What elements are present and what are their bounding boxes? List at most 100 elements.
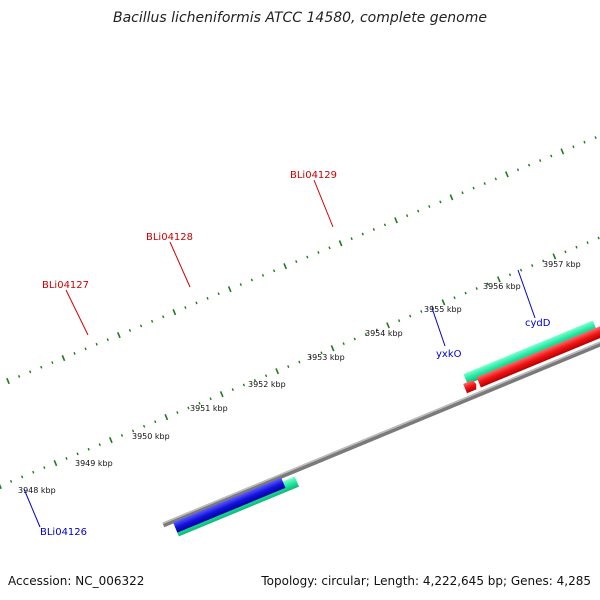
gene-block-green-large (463, 320, 598, 385)
gene-label-bli04129: BLi04129 (290, 170, 337, 181)
minor-tick (317, 250, 320, 254)
major-tick (116, 332, 121, 339)
major-tick (275, 368, 280, 375)
minor-tick (239, 283, 242, 286)
minor-tick (320, 351, 323, 355)
minor-tick (261, 273, 265, 277)
minor-tick (372, 228, 375, 231)
genome-backbone (162, 178, 600, 528)
gene-label-bli04128: BLi04128 (146, 232, 193, 243)
minor-tick (162, 315, 165, 319)
minor-tick (461, 191, 464, 195)
minor-tick (187, 406, 190, 410)
scale-labels: 3948 kbp 3949 kbp 3950 kbp 3951 kbp 3952… (18, 260, 581, 495)
scale-tick-label: 3956 kbp (483, 282, 521, 291)
minor-tick (431, 305, 434, 309)
major-tick (108, 437, 113, 444)
minor-tick (342, 342, 345, 346)
minor-tick (309, 355, 312, 359)
accession-text: Accession: NC_006322 (8, 574, 144, 588)
leader-line-yxko (431, 307, 446, 347)
major-tick (227, 286, 232, 293)
minor-tick (439, 200, 442, 204)
minor-tick (516, 168, 520, 172)
minor-tick (73, 352, 76, 355)
major-tick (386, 322, 390, 329)
minor-tick (143, 424, 146, 428)
minor-tick (464, 291, 467, 295)
minor-tick (32, 470, 35, 474)
scale-tick-label: 3955 kbp (424, 305, 462, 314)
minor-tick (95, 342, 98, 346)
scale-tick-label: 3949 kbp (75, 459, 113, 468)
major-tick (505, 171, 509, 178)
minor-tick (417, 209, 420, 213)
minor-tick (21, 475, 24, 479)
minor-tick (575, 245, 578, 249)
genome-summary-text: Topology: circular; Length: 4,222,645 bp… (260, 574, 591, 588)
gene-leader-lines (23, 179, 536, 528)
minor-tick (176, 411, 179, 414)
minor-tick (508, 273, 512, 277)
minor-tick (139, 324, 143, 328)
minor-tick (420, 310, 423, 313)
gene-label-bli04126: BLi04126 (40, 527, 87, 538)
minor-tick (43, 466, 46, 470)
minor-tick (428, 205, 431, 208)
minor-tick (586, 241, 589, 245)
minor-tick (272, 269, 276, 273)
minor-tick (597, 236, 600, 240)
major-tick (61, 354, 66, 362)
scale-tick-label: 3951 kbp (190, 404, 228, 413)
minor-tick (131, 429, 135, 433)
scale-tick-label: 3953 kbp (307, 353, 345, 362)
minor-tick (306, 255, 309, 259)
map-title: Bacillus licheniformis ATCC 14580, compl… (113, 10, 487, 26)
minor-tick (550, 154, 553, 158)
minor-tick (128, 329, 132, 332)
minor-tick (217, 292, 220, 296)
major-tick (53, 459, 58, 467)
minor-tick (250, 278, 254, 282)
minor-tick (154, 420, 157, 424)
minor-tick (295, 260, 298, 264)
minor-tick (40, 365, 43, 369)
minor-tick (542, 259, 545, 263)
minor-tick (287, 365, 290, 369)
major-tick (330, 345, 335, 352)
minor-tick (453, 296, 456, 300)
gene-arrow-red-small (463, 380, 477, 394)
gene-labels: BLi04127 BLi04128 BLi04129 BLi04126 yxkO… (40, 170, 551, 538)
scale-tick-label: 3957 kbp (543, 260, 581, 269)
reverse-strand-features (173, 477, 286, 533)
minor-tick (483, 182, 486, 185)
minor-tick (65, 457, 68, 460)
minor-tick (76, 452, 79, 456)
major-tick (6, 377, 10, 385)
minor-tick (231, 388, 234, 391)
minor-tick (539, 159, 542, 162)
minor-tick (405, 214, 409, 218)
minor-tick (364, 333, 367, 336)
minor-tick (383, 223, 387, 227)
minor-tick (29, 370, 32, 374)
minor-tick (475, 287, 478, 290)
minor-tick (17, 374, 21, 378)
major-tick (449, 194, 454, 201)
minor-tick (353, 337, 356, 341)
minor-tick (51, 361, 54, 365)
minor-tick (486, 282, 489, 286)
major-tick (441, 299, 446, 306)
minor-tick (397, 319, 401, 323)
scale-tick-label: 3952 kbp (248, 380, 286, 389)
minor-tick (572, 145, 575, 149)
minor-tick (494, 177, 497, 181)
minor-tick (594, 136, 597, 140)
major-tick (283, 263, 288, 270)
minor-tick (527, 163, 531, 167)
leader-line-bli04128 (169, 241, 191, 288)
scale-tick-label: 3950 kbp (132, 432, 170, 441)
major-tick (497, 276, 501, 283)
minor-tick (472, 186, 475, 190)
